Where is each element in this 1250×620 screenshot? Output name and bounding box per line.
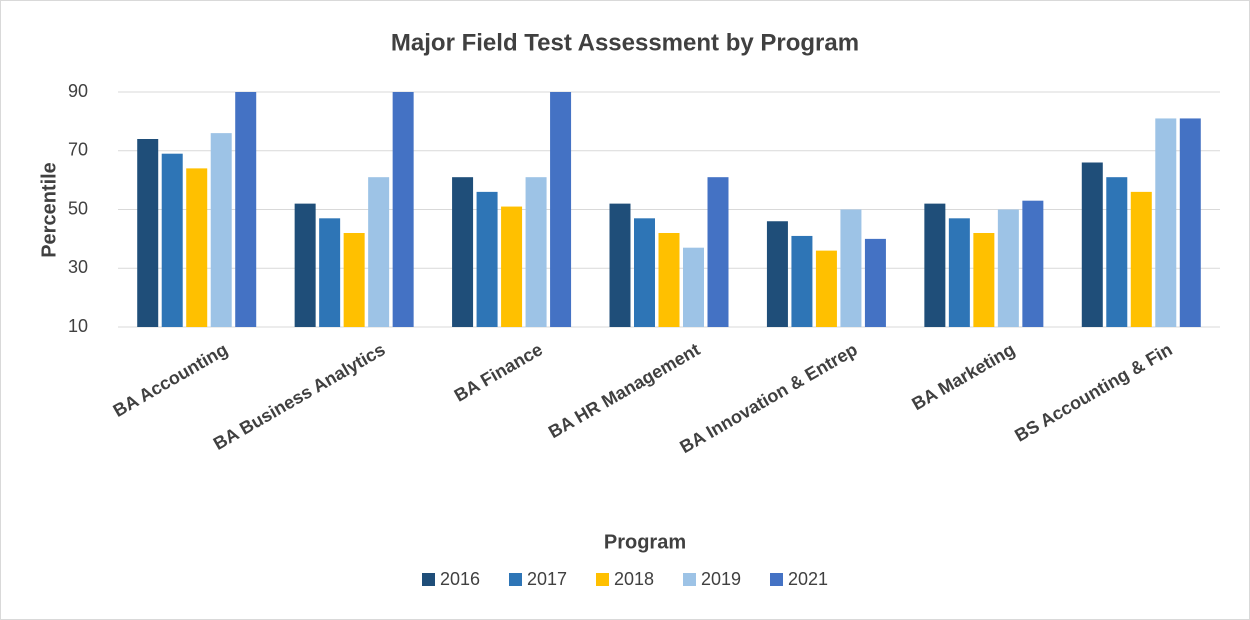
- bar: [997, 209, 1019, 327]
- bar: [161, 153, 183, 327]
- bar: [634, 218, 655, 327]
- bar: [343, 233, 365, 327]
- bar: [210, 133, 232, 327]
- bar: [815, 250, 837, 327]
- bar: [1155, 118, 1177, 327]
- legend-swatch: [683, 573, 696, 586]
- bar: [501, 206, 523, 327]
- x-axis-title: Program: [604, 531, 686, 553]
- legend-label: 2017: [527, 569, 567, 589]
- bar: [235, 92, 257, 327]
- bar: [948, 218, 970, 327]
- bar: [476, 191, 498, 327]
- legend-label: 2018: [614, 569, 654, 589]
- y-tick-label: 10: [68, 316, 88, 336]
- bar: [137, 139, 159, 327]
- bar: [791, 235, 813, 327]
- bar: [658, 233, 680, 327]
- bar: [525, 177, 547, 327]
- bar: [609, 203, 631, 327]
- bar: [452, 177, 474, 327]
- bar: [766, 221, 788, 327]
- y-tick-label: 90: [68, 81, 88, 101]
- y-tick-label: 50: [68, 198, 88, 218]
- bar: [1106, 177, 1128, 327]
- bar: [683, 247, 704, 327]
- bar: [1179, 118, 1201, 327]
- legend-swatch: [770, 573, 783, 586]
- bar: [924, 203, 946, 327]
- legend-swatch: [422, 573, 435, 586]
- legend-swatch: [509, 573, 522, 586]
- bar: [368, 177, 390, 327]
- bar: [294, 203, 316, 327]
- bar: [1130, 191, 1152, 327]
- y-axis-title: Percentile: [38, 162, 60, 258]
- legend-label: 2019: [701, 569, 741, 589]
- legend-label: 2016: [440, 569, 480, 589]
- bar: [973, 233, 995, 327]
- legend-label: 2021: [788, 569, 828, 589]
- chart-title: Major Field Test Assessment by Program: [391, 29, 859, 56]
- bar: [392, 92, 414, 327]
- bar: [550, 92, 572, 327]
- bar: [186, 168, 208, 327]
- bar: [1081, 162, 1103, 327]
- bar: [1022, 200, 1044, 327]
- bar: [840, 209, 862, 327]
- y-tick-label: 30: [68, 257, 88, 277]
- bar: [319, 218, 341, 327]
- legend-swatch: [596, 573, 609, 586]
- bar: [707, 177, 729, 327]
- bar: [864, 238, 886, 327]
- y-tick-label: 70: [68, 140, 88, 160]
